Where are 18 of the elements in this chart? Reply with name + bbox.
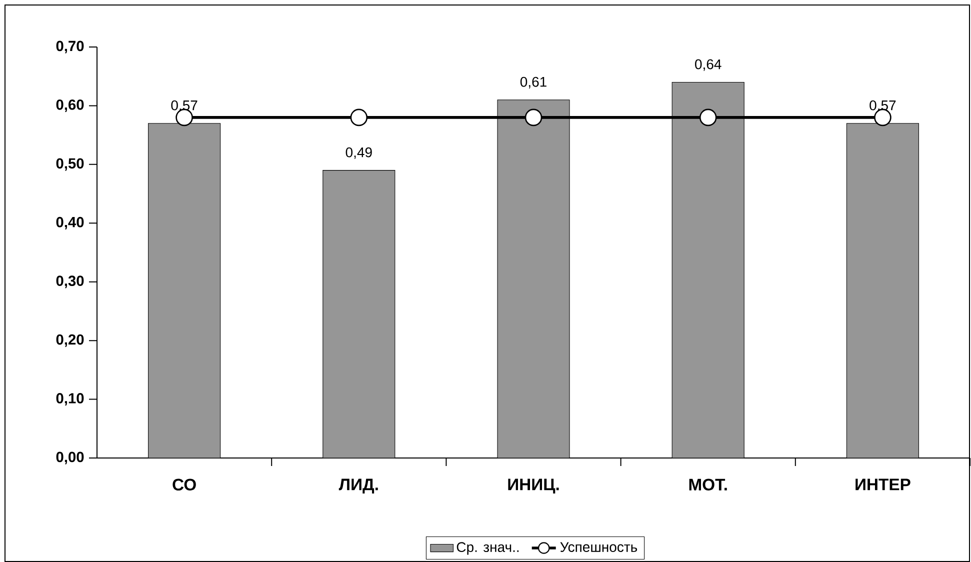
x-tick-label: ИНТЕР (856, 478, 910, 490)
y-tick-label: 0,00 (56, 452, 84, 464)
data-label: 0,64 (695, 59, 722, 71)
data-label: 0,61 (520, 76, 546, 88)
y-tick-label: 0,70 (56, 40, 84, 54)
y-tick-label: 0,20 (56, 334, 84, 347)
x-tick-label: ИНИЦ. (508, 478, 559, 494)
y-tick-label: 0,10 (56, 393, 84, 406)
legend-label: Успешность (560, 542, 638, 552)
x-tick-label: СО (172, 478, 196, 491)
y-tick-label: 0,50 (56, 158, 84, 171)
x-tick-label: МОТ. (689, 478, 727, 491)
legend-label: Ср. знач.. (456, 542, 519, 555)
y-tick-label: 0,60 (56, 99, 84, 112)
y-tick-label: 0,40 (56, 216, 84, 230)
x-tick-label: ЛИД. (338, 478, 378, 494)
y-tick-label: 0,30 (56, 276, 84, 288)
data-label: 0,49 (346, 147, 372, 159)
